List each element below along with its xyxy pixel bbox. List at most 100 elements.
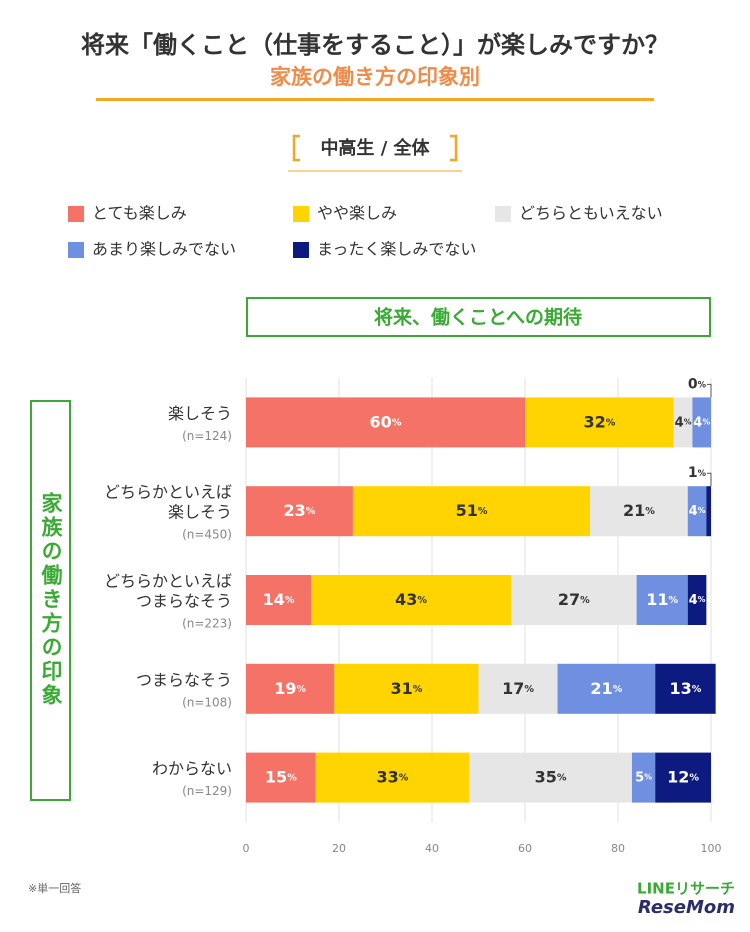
value-number: 4 xyxy=(675,415,684,430)
bar-segment xyxy=(557,663,656,714)
value-number: 17 xyxy=(502,678,524,697)
title-rule xyxy=(96,98,654,101)
y-tick-label: どちらかといえば xyxy=(104,483,232,502)
value-unit: % xyxy=(417,595,427,606)
value-label: 1% xyxy=(688,465,707,481)
value-number: 15 xyxy=(265,767,287,786)
sample-size: (n=450) xyxy=(182,528,232,542)
sample-size: (n=124) xyxy=(182,429,232,443)
value-unit: % xyxy=(692,684,702,695)
y-tick-label: どちらかといえば xyxy=(104,572,232,591)
sample-size: (n=129) xyxy=(182,784,232,798)
legend-label: やや楽しみ xyxy=(317,204,397,223)
value-label: 43% xyxy=(395,590,427,609)
value-unit: % xyxy=(698,595,706,604)
bar-segment xyxy=(352,486,591,537)
value-unit: % xyxy=(285,595,295,606)
bar-segment xyxy=(636,575,688,625)
bar-segment xyxy=(311,575,512,625)
footnote: ※単一回答 xyxy=(28,881,81,895)
value-unit: % xyxy=(606,417,616,428)
x-tick-label: 100 xyxy=(701,842,722,855)
legend-label: まったく楽しみでない xyxy=(317,240,476,259)
value-unit: % xyxy=(557,773,567,784)
bar-segment xyxy=(692,397,711,448)
value-number: 0 xyxy=(688,376,698,392)
value-number: 12 xyxy=(667,767,689,786)
value-label: 4% xyxy=(693,415,710,430)
segment-label: 中高生 / 全体 xyxy=(320,137,430,159)
value-number: 51 xyxy=(456,501,478,520)
value-number: 5 xyxy=(635,770,644,785)
value-number: 23 xyxy=(284,501,306,520)
bar-segment xyxy=(478,663,558,714)
value-unit: % xyxy=(668,595,678,606)
value-number: 27 xyxy=(558,590,580,609)
value-number: 60 xyxy=(370,412,392,431)
value-label: 33% xyxy=(377,767,409,786)
x-tick-label: 0 xyxy=(243,842,250,855)
value-label: 0% xyxy=(688,376,707,392)
x-tick-label: 20 xyxy=(332,842,346,855)
x-tick-label: 60 xyxy=(518,842,532,855)
x-tick-label: 40 xyxy=(425,842,439,855)
y-tick-label: 楽しそう xyxy=(168,404,232,423)
legend-swatch xyxy=(68,206,84,222)
bar-segment xyxy=(334,663,479,714)
source: ReseMom xyxy=(638,897,735,918)
segment-brackets xyxy=(292,134,458,162)
value-unit: % xyxy=(399,773,409,784)
value-label: 4% xyxy=(689,593,706,608)
value-number: 21 xyxy=(623,501,645,520)
bar-segment xyxy=(655,663,716,714)
value-label: 35% xyxy=(535,767,567,786)
value-number: 43 xyxy=(395,590,417,609)
value-label: 21% xyxy=(590,678,622,697)
bar-segment xyxy=(687,575,707,625)
legend-label: どちらともいえない xyxy=(519,204,663,223)
bar-segment xyxy=(469,752,632,803)
value-unit: % xyxy=(413,684,423,695)
legend-label: あまり楽しみでない xyxy=(92,240,236,259)
bar-segment xyxy=(246,486,353,537)
value-unit: % xyxy=(524,684,534,695)
value-label: 13% xyxy=(669,678,701,697)
value-label: 14% xyxy=(263,590,295,609)
value-number: 13 xyxy=(669,678,691,697)
value-unit: % xyxy=(645,506,655,517)
value-number: 33 xyxy=(377,767,399,786)
value-label: 32% xyxy=(583,412,615,431)
value-number: 19 xyxy=(274,678,296,697)
y-axis-title: 家族の働き方の印象 xyxy=(39,491,64,708)
chart-title: 将来「働くこと（仕事をすること）」が楽しみですか？ xyxy=(81,31,669,59)
legend-swatch xyxy=(68,242,84,258)
value-label: 15% xyxy=(265,767,297,786)
legend-label: とても楽しみ xyxy=(92,204,187,223)
value-label: 31% xyxy=(390,678,422,697)
value-number: 32 xyxy=(583,412,605,431)
value-unit: % xyxy=(698,468,707,478)
y-tick-label: つまらなそう xyxy=(136,592,232,611)
value-unit: % xyxy=(698,506,706,515)
value-unit: % xyxy=(702,417,710,426)
chart-subtitle: 家族の働き方の印象別 xyxy=(270,65,480,89)
bar-segment xyxy=(246,397,525,448)
value-label: 5% xyxy=(635,770,652,785)
value-number: 11 xyxy=(646,590,668,609)
value-label: 21% xyxy=(623,501,655,520)
value-label: 4% xyxy=(675,415,692,430)
bar-segment xyxy=(246,663,335,714)
legend-swatch xyxy=(293,242,309,258)
panel-title-box xyxy=(246,297,711,337)
value-unit: % xyxy=(684,417,692,426)
value-number: 4 xyxy=(689,504,698,519)
bar-segment xyxy=(246,575,312,625)
value-label: 51% xyxy=(456,501,488,520)
value-unit: % xyxy=(392,417,402,428)
panel-title: 将来、働くことへの期待 xyxy=(374,306,582,329)
sample-size: (n=223) xyxy=(182,617,232,631)
legend-swatch xyxy=(293,206,309,222)
bar-segment xyxy=(655,752,711,803)
sample-size: (n=108) xyxy=(182,695,232,709)
